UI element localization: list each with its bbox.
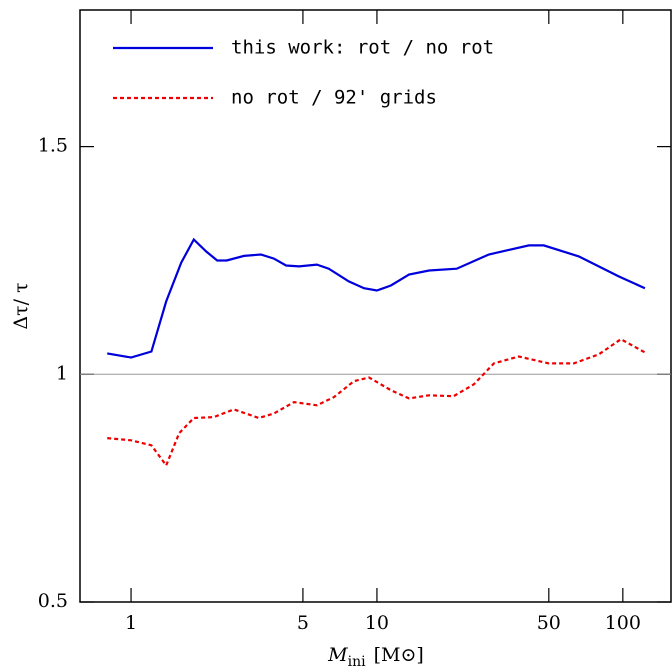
x-axis-label: Mini [M⊙]: [327, 644, 424, 670]
y-tick-label: 1: [56, 362, 68, 384]
y-tick-label: 0.5: [38, 590, 68, 612]
series-line: [107, 237, 646, 359]
x-tick-label: 100: [605, 612, 641, 634]
legend-label: no rot / 92' grids: [231, 87, 437, 109]
x-label-unit: [M⊙]: [374, 644, 424, 666]
series-line: [107, 337, 646, 468]
x-label-symbol: M: [327, 644, 348, 666]
plot-frame: [79, 9, 672, 603]
y-axis-label: Δτ/ τ: [10, 282, 32, 329]
x-tick-label: 5: [297, 612, 309, 634]
x-tick-label: 10: [365, 612, 389, 634]
legend-label: this work: rot / no rot: [231, 37, 494, 59]
x-label-subscript: ini: [348, 654, 366, 670]
y-tick-label: 1.5: [38, 135, 68, 157]
x-tick-label: 1: [125, 612, 137, 634]
x-tick-label: 50: [537, 612, 561, 634]
